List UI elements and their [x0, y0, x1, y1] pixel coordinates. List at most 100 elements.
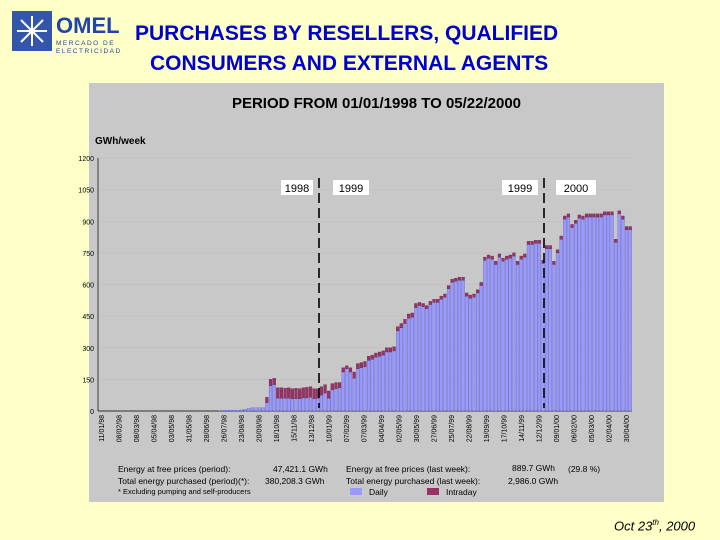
- x-tick-label: 25/07/99: [449, 415, 456, 442]
- bar-intraday: [319, 386, 324, 396]
- bar-daily: [621, 218, 625, 412]
- year-label: 2000: [564, 183, 588, 195]
- x-tick-label: 08/03/98: [134, 415, 141, 442]
- free-prices-period-value: 47,421.1 GWh: [273, 464, 328, 474]
- year-label-box: [502, 180, 538, 195]
- bar-daily: [319, 395, 324, 412]
- x-tick-label: 08/02/98: [117, 415, 124, 442]
- bar-intraday: [581, 215, 585, 220]
- bar-intraday: [545, 245, 549, 249]
- bar-intraday: [298, 388, 302, 399]
- bar-intraday: [396, 326, 400, 332]
- bar-intraday: [272, 378, 276, 385]
- bar-daily: [385, 351, 389, 412]
- bar-daily: [581, 218, 585, 412]
- free-prices-week-value: 889.7 GWh: [512, 463, 555, 473]
- y-tick-label: 900: [82, 219, 94, 226]
- bar-daily: [377, 356, 382, 412]
- bar-intraday: [610, 211, 614, 216]
- y-tick-label: 0: [90, 409, 94, 416]
- legend-swatch-intraday: [427, 488, 439, 495]
- bar-daily: [494, 264, 498, 412]
- bar-daily: [588, 216, 592, 412]
- bar-intraday: [305, 387, 309, 399]
- footnote: * Excluding pumping and self-producers: [118, 487, 251, 496]
- bar-intraday: [388, 347, 393, 353]
- bar-intraday: [385, 347, 389, 353]
- bar-daily: [617, 213, 621, 412]
- bar-daily: [381, 354, 385, 412]
- legend-swatch-daily: [350, 488, 362, 495]
- bar-intraday: [443, 293, 447, 298]
- bar-intraday: [548, 245, 552, 249]
- bar-daily: [443, 296, 447, 412]
- bar-daily: [501, 261, 505, 412]
- bar-intraday: [399, 323, 403, 328]
- bar-daily: [577, 217, 581, 412]
- bar-intraday: [450, 279, 454, 283]
- bar-intraday: [468, 294, 472, 299]
- x-tick-label: 13/12/98: [309, 415, 316, 442]
- bar-intraday: [584, 213, 589, 218]
- bar-daily: [548, 248, 552, 412]
- bar-intraday: [334, 382, 338, 390]
- bar-intraday: [421, 303, 425, 307]
- bar-intraday: [436, 299, 440, 303]
- bar-intraday: [381, 350, 385, 356]
- total-period-value: 380,208.3 GWh: [265, 476, 325, 486]
- bar-intraday: [414, 303, 418, 308]
- bar-daily: [352, 378, 356, 412]
- bar-daily: [628, 229, 632, 412]
- bar-intraday: [512, 252, 516, 257]
- bar-daily: [345, 368, 349, 412]
- bar-daily: [323, 392, 327, 412]
- year-label: 1998: [285, 183, 309, 195]
- bar-daily: [432, 302, 436, 412]
- total-week-label: Total energy purchased (last week):: [346, 476, 481, 486]
- bar-intraday: [497, 253, 502, 258]
- x-tick-label: 07/02/99: [344, 415, 351, 442]
- bar-daily: [563, 218, 567, 412]
- y-tick-label: 150: [82, 377, 94, 384]
- x-tick-label: 04/04/99: [379, 415, 386, 442]
- bar-daily: [359, 367, 363, 412]
- bar-daily: [534, 243, 538, 412]
- total-week-value: 2,986.0 GWh: [508, 476, 559, 486]
- bar-intraday: [588, 213, 592, 218]
- bar-intraday: [479, 282, 483, 286]
- bar-intraday: [370, 354, 374, 360]
- bar-intraday: [606, 211, 610, 216]
- bar-intraday: [614, 239, 618, 243]
- bar-intraday: [290, 388, 294, 399]
- bar-intraday: [352, 371, 356, 379]
- y-tick-label: 750: [82, 251, 94, 258]
- bar-daily: [606, 214, 610, 412]
- bar-daily: [236, 410, 240, 412]
- bar-daily: [552, 264, 556, 412]
- bar-daily: [570, 227, 574, 412]
- bar-daily: [305, 397, 309, 412]
- bar-intraday: [552, 261, 556, 265]
- bar-daily: [428, 304, 432, 412]
- x-tick-label: 15/11/98: [292, 415, 299, 442]
- year-label: 1999: [508, 183, 532, 195]
- bar-daily: [283, 398, 287, 412]
- x-tick-label: 28/06/98: [204, 415, 211, 442]
- bar-intraday: [294, 388, 298, 399]
- bar-intraday: [428, 301, 432, 305]
- bar-intraday: [523, 253, 527, 258]
- bar-intraday: [356, 363, 360, 369]
- free-prices-period-label: Energy at free prices (period):: [118, 464, 231, 474]
- bar-intraday: [374, 352, 378, 358]
- bar-daily: [457, 280, 462, 412]
- bar-intraday: [515, 261, 520, 265]
- bar-daily: [603, 214, 607, 412]
- bar-daily: [290, 398, 294, 412]
- bar-intraday: [559, 235, 563, 240]
- bar-daily: [279, 398, 284, 412]
- x-tick-label: 07/03/99: [362, 415, 369, 442]
- x-tick-label: 03/05/98: [169, 415, 176, 442]
- year-label-box: [333, 180, 369, 195]
- bar-daily: [421, 306, 425, 412]
- bar-daily: [265, 402, 269, 412]
